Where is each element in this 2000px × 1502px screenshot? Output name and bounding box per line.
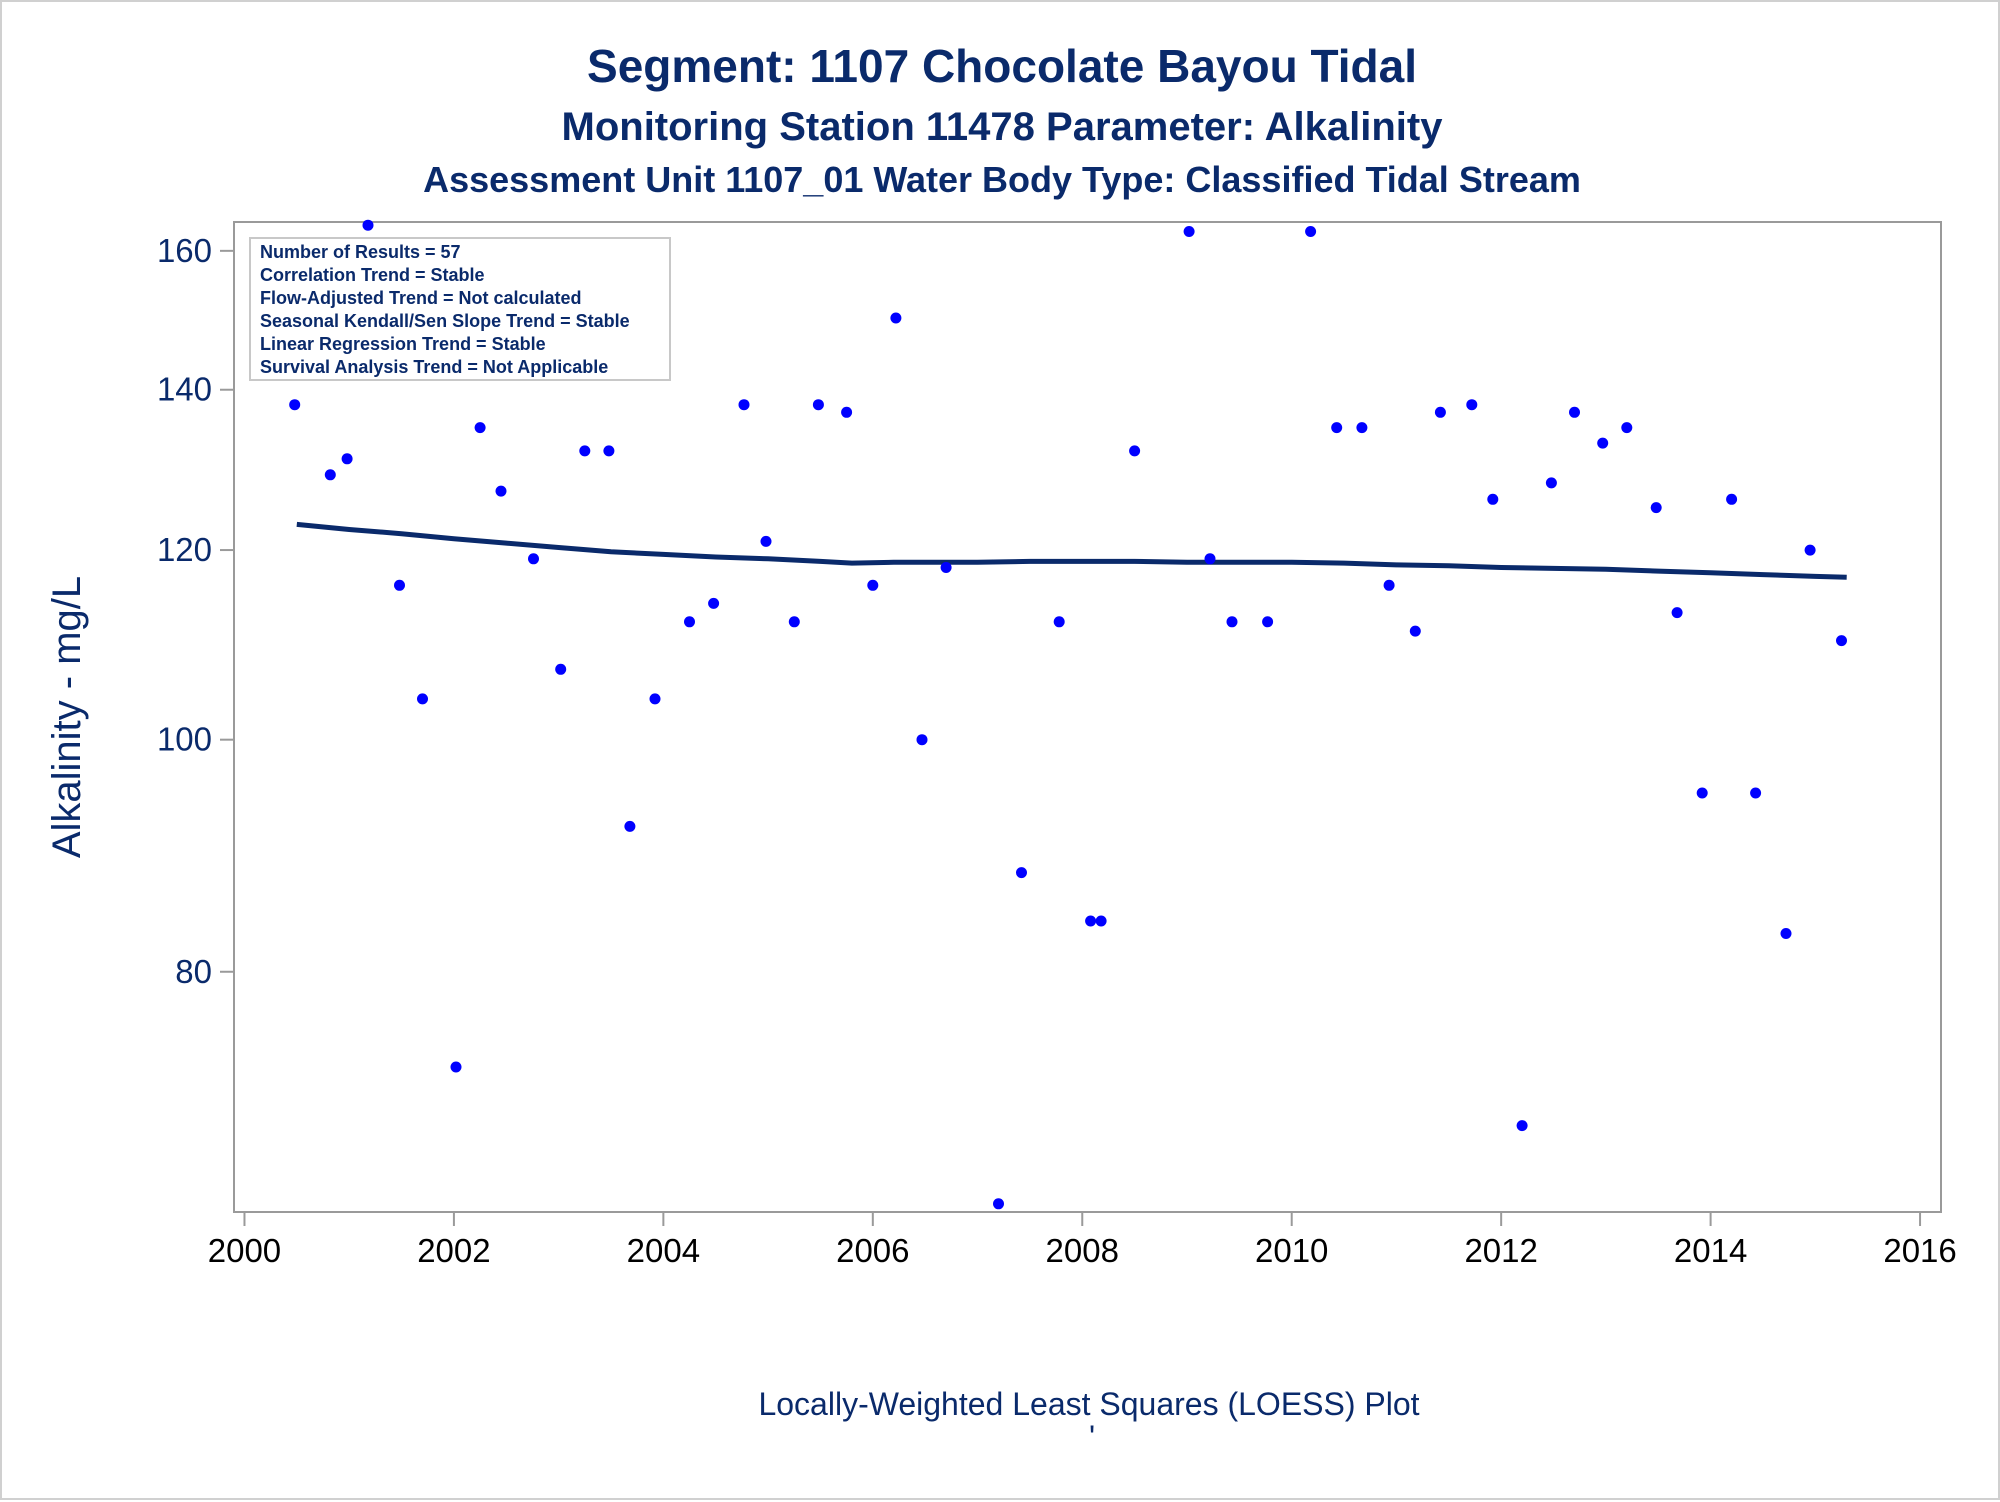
stat-flow-adjusted-trend: Flow-Adjusted Trend = Not calculated [260, 288, 582, 308]
data-point-15 [649, 693, 661, 705]
y-tick-label-100: 100 [157, 721, 212, 758]
data-point-17 [708, 597, 720, 609]
y-tick-label-160: 160 [157, 232, 212, 269]
data-point-48 [1597, 437, 1609, 449]
data-point-18 [738, 399, 750, 411]
data-point-57 [1836, 635, 1847, 647]
data-point-1 [289, 399, 301, 411]
data-point-7 [450, 1061, 462, 1073]
data-point-37 [1305, 226, 1317, 237]
data-point-3 [341, 453, 353, 465]
data-point-45 [1516, 1120, 1528, 1132]
chart-title: Segment: 1107 Chocolate Bayou Tidal [587, 40, 1417, 92]
data-point-35 [1226, 616, 1238, 628]
x-tick-label-2000: 2000 [208, 1232, 281, 1269]
data-point-46 [1545, 477, 1557, 489]
data-point-10 [528, 553, 539, 565]
data-point-33 [1183, 226, 1195, 237]
data-point-24 [890, 312, 902, 324]
data-point-32 [1129, 445, 1141, 457]
x-tick-label-2002: 2002 [417, 1232, 490, 1269]
x-tick-label-2010: 2010 [1255, 1232, 1328, 1269]
data-point-26 [940, 562, 952, 573]
chart-subtitle-assessment: Assessment Unit 1107_01 Water Body Type:… [423, 159, 1581, 200]
data-point-16 [684, 616, 695, 628]
data-point-6 [417, 693, 428, 705]
stat-linear-regression-trend: Linear Regression Trend = Stable [260, 334, 546, 354]
data-point-29 [1053, 616, 1065, 628]
stats-box: Number of Results = 57 Correlation Trend… [249, 237, 671, 381]
footnote: Locally-Weighted Least Squares (LOESS) P… [758, 1386, 1419, 1422]
data-point-12 [579, 445, 591, 457]
stat-number-of-results: Number of Results = 57 [260, 242, 461, 262]
x-tick-label-2006: 2006 [836, 1232, 909, 1269]
data-point-55 [1780, 928, 1792, 939]
x-tick-label-2008: 2008 [1046, 1232, 1119, 1269]
data-point-44 [1487, 493, 1499, 505]
data-point-4 [362, 219, 374, 231]
data-point-13 [603, 445, 615, 457]
data-point-19 [760, 535, 772, 547]
data-point-2 [324, 469, 336, 481]
y-tick-label-120: 120 [157, 531, 212, 568]
x-tick-label-2004: 2004 [627, 1232, 700, 1269]
data-point-28 [1016, 867, 1027, 879]
data-point-23 [867, 579, 879, 591]
data-point-42 [1434, 406, 1446, 418]
stat-correlation-trend: Correlation Trend = Stable [260, 265, 485, 285]
data-point-49 [1621, 422, 1633, 434]
data-point-53 [1726, 493, 1738, 505]
loess-line [296, 521, 1847, 580]
data-point-47 [1569, 406, 1580, 418]
x-tick-label-2012: 2012 [1464, 1232, 1537, 1269]
data-point-11 [555, 663, 567, 675]
stats-box-border [249, 237, 671, 381]
x-tick-label-2016: 2016 [1883, 1232, 1956, 1269]
data-point-14 [624, 820, 636, 832]
y-tick-label-80: 80 [175, 953, 212, 990]
data-point-51 [1671, 607, 1683, 619]
data-point-40 [1383, 579, 1395, 591]
data-point-20 [788, 616, 800, 628]
chart-subtitle-station: Monitoring Station 11478 Parameter: Alka… [562, 105, 1444, 149]
plot-area [233, 221, 1942, 1213]
data-point-43 [1466, 399, 1478, 411]
x-axis: 2000 2002 2004 2006 2008 2010 2012 2014 2016 [208, 1212, 1957, 1269]
plot-content [289, 219, 1847, 1210]
data-point-21 [812, 399, 824, 411]
data-point-31 [1095, 915, 1107, 927]
stat-survival-analysis-trend: Survival Analysis Trend = Not Applicable [260, 357, 608, 377]
data-point-25 [916, 734, 928, 746]
data-point-38 [1331, 422, 1343, 434]
data-point-22 [841, 406, 853, 418]
y-axis: 80 100 120 140 160 [157, 232, 234, 990]
data-point-5 [394, 579, 405, 591]
data-point-50 [1650, 502, 1662, 514]
x-tick-label-2014: 2014 [1674, 1232, 1747, 1269]
data-point-34 [1204, 553, 1216, 565]
y-axis-label: Alkalinity - mg/L [45, 576, 89, 858]
footnote-mark: ' [1089, 1419, 1095, 1455]
data-point-54 [1750, 787, 1762, 799]
stat-seasonal-kendall-trend: Seasonal Kendall/Sen Slope Trend = Stabl… [260, 311, 630, 331]
data-point-36 [1262, 616, 1274, 628]
data-point-9 [495, 485, 507, 497]
data-point-27 [993, 1198, 1004, 1210]
data-point-8 [474, 422, 486, 434]
data-point-41 [1409, 625, 1421, 637]
data-point-56 [1804, 544, 1816, 556]
data-point-52 [1696, 787, 1708, 799]
data-point-30 [1085, 915, 1097, 927]
data-point-39 [1356, 422, 1368, 434]
y-tick-label-140: 140 [157, 371, 212, 408]
